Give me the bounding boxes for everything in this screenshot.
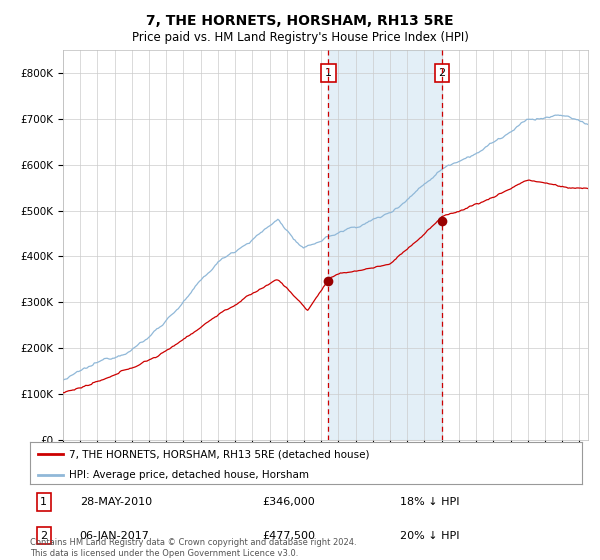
Text: HPI: Average price, detached house, Horsham: HPI: Average price, detached house, Hors… [68, 470, 308, 480]
Text: 2: 2 [439, 68, 446, 78]
Text: 1: 1 [40, 497, 47, 507]
Text: Contains HM Land Registry data © Crown copyright and database right 2024.
This d: Contains HM Land Registry data © Crown c… [30, 538, 356, 558]
Text: 7, THE HORNETS, HORSHAM, RH13 5RE (detached house): 7, THE HORNETS, HORSHAM, RH13 5RE (detac… [68, 449, 369, 459]
Text: 06-JAN-2017: 06-JAN-2017 [80, 530, 149, 540]
Bar [328, 50, 442, 440]
Text: £477,500: £477,500 [262, 530, 315, 540]
Text: 20% ↓ HPI: 20% ↓ HPI [400, 530, 460, 540]
Text: £346,000: £346,000 [262, 497, 314, 507]
Text: 18% ↓ HPI: 18% ↓ HPI [400, 497, 460, 507]
Text: 28-MAY-2010: 28-MAY-2010 [80, 497, 152, 507]
Text: Price paid vs. HM Land Registry's House Price Index (HPI): Price paid vs. HM Land Registry's House … [131, 31, 469, 44]
Text: 2: 2 [40, 530, 47, 540]
Text: 1: 1 [325, 68, 332, 78]
Text: 7, THE HORNETS, HORSHAM, RH13 5RE: 7, THE HORNETS, HORSHAM, RH13 5RE [146, 14, 454, 28]
